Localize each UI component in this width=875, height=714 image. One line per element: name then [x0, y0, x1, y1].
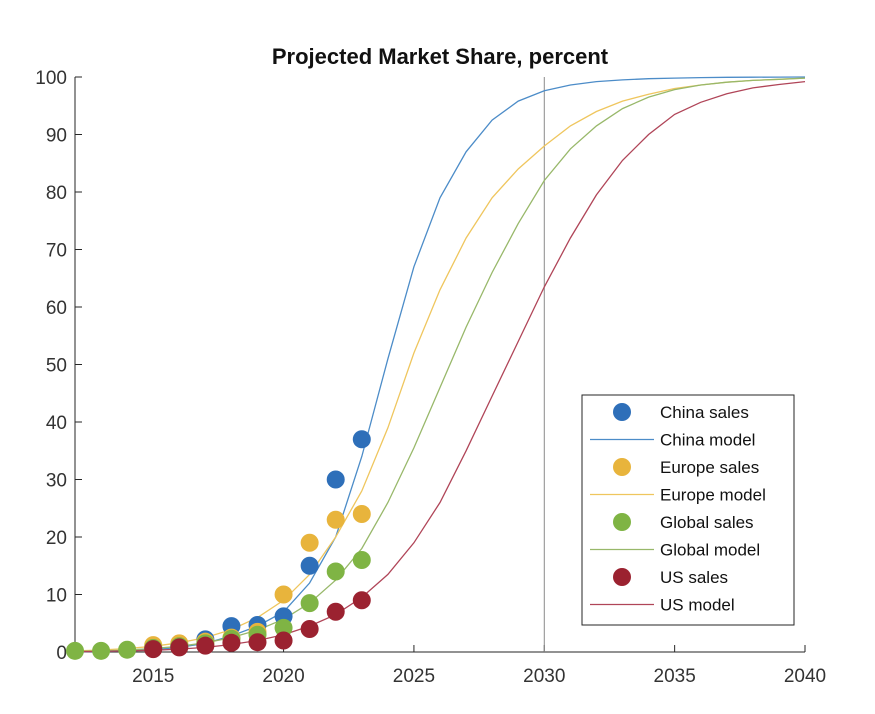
- china-model-legend-label: China model: [660, 431, 755, 450]
- us-model-legend-label: US model: [660, 596, 735, 615]
- y-tick-label: 90: [46, 126, 67, 147]
- y-tick-label: 20: [46, 528, 67, 549]
- global-sales-point: [92, 641, 111, 660]
- us-sales-point: [196, 636, 215, 655]
- global-sales-point: [326, 562, 345, 581]
- sales-points: [66, 430, 371, 660]
- china-sales-legend-marker: [613, 403, 631, 421]
- us-sales-point: [222, 633, 241, 652]
- us-sales-point: [352, 591, 371, 610]
- europe-sales-point: [274, 585, 293, 604]
- y-tick-label: 80: [46, 183, 67, 204]
- us-sales-point: [248, 633, 267, 652]
- china-sales-point: [300, 556, 319, 575]
- x-tick-label: 2025: [393, 666, 435, 687]
- legend: China sales China model Europe sales Europe…: [581, 394, 795, 626]
- us-sales-legend-marker: [613, 568, 631, 586]
- us-sales-point: [144, 640, 163, 659]
- europe-sales-point: [352, 505, 371, 523]
- us-sales-point: [274, 631, 293, 650]
- y-tick-label: 10: [46, 586, 67, 607]
- y-tick-label: 0: [56, 643, 67, 664]
- x-tick-label: 2020: [262, 666, 304, 687]
- us-sales-point: [326, 602, 345, 621]
- y-tick-label: 50: [46, 356, 67, 377]
- china-sales-point: [352, 430, 371, 449]
- global-sales-point: [274, 618, 293, 637]
- global-sales-legend-label: Global sales: [660, 513, 754, 532]
- us-sales-legend-label: US sales: [660, 568, 728, 587]
- legend-box: [581, 394, 795, 626]
- global-model-legend-label: Global model: [660, 541, 760, 560]
- y-tick-label: 40: [46, 413, 67, 434]
- y-tick-label: 60: [46, 298, 67, 319]
- y-tick-label: 30: [46, 471, 67, 492]
- us-sales-point: [300, 620, 319, 638]
- us-sales-point: [170, 638, 189, 657]
- x-tick-label: 2015: [132, 666, 174, 687]
- global-sales-point: [66, 641, 84, 660]
- y-tick-label: 100: [35, 68, 67, 89]
- europe-sales-point: [300, 533, 319, 552]
- global-sales-point: [352, 551, 371, 569]
- europe-sales-legend-label: Europe sales: [660, 458, 759, 477]
- europe-model-legend-label: Europe model: [660, 486, 766, 505]
- china-sales-point: [326, 470, 345, 489]
- x-tick-label: 2030: [523, 666, 565, 687]
- china-sales-legend-label: China sales: [660, 403, 749, 422]
- global-sales-point: [300, 594, 319, 613]
- x-tick-label: 2035: [654, 666, 696, 687]
- chart-title: Projected Market Share, percent: [272, 44, 609, 69]
- global-sales-legend-marker: [613, 513, 631, 531]
- europe-sales-legend-marker: [613, 458, 631, 476]
- global-sales-point: [118, 640, 137, 659]
- y-tick-label: 70: [46, 241, 67, 262]
- x-tick-label: 2040: [784, 666, 826, 687]
- europe-sales-point: [326, 510, 345, 529]
